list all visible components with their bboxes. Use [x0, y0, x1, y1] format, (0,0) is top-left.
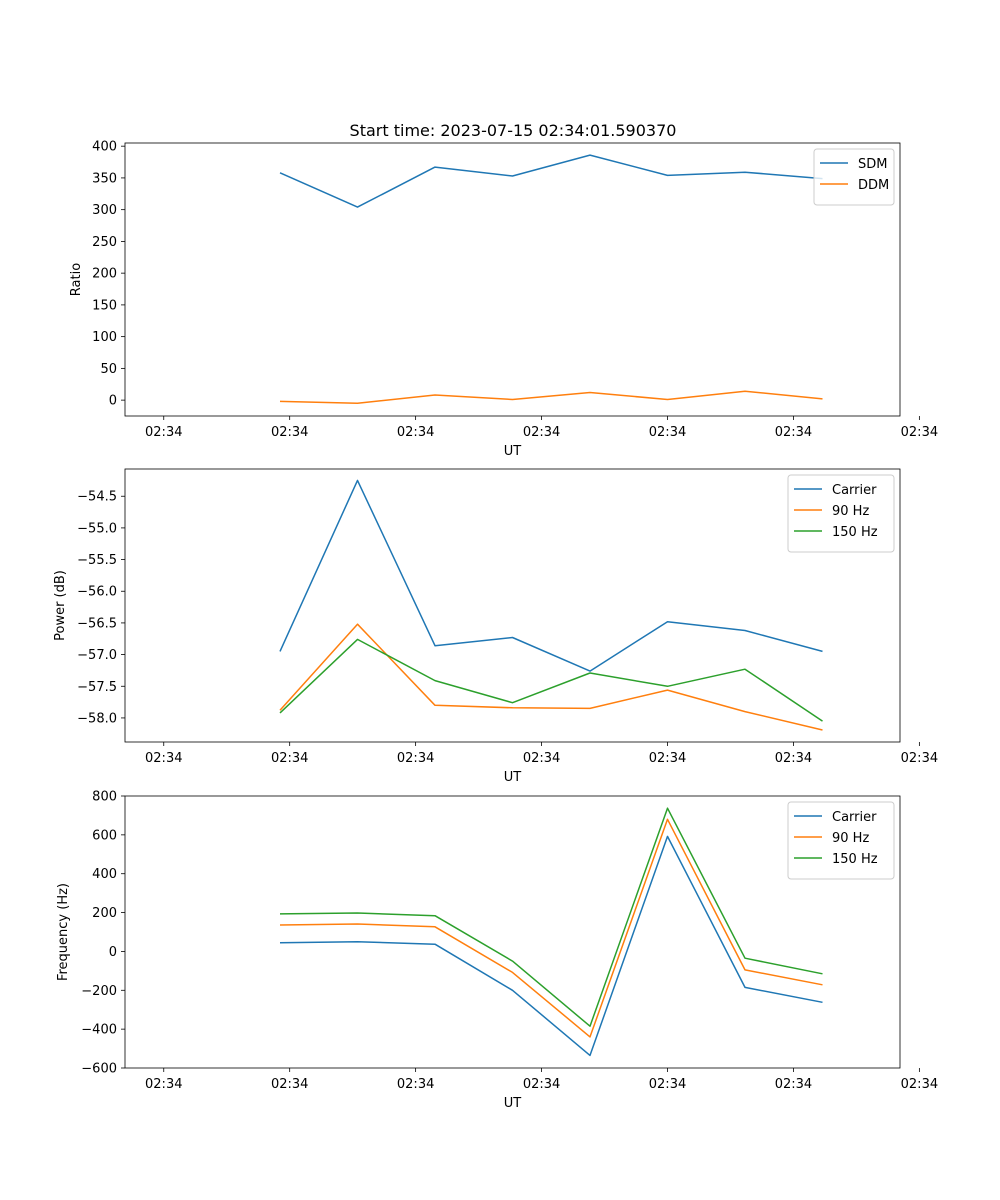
ratio-y-tick-label: 100: [92, 330, 117, 345]
power-series-line-carrier: [279, 479, 823, 672]
frequency-x-tick-label: 02:34: [271, 1077, 308, 1092]
frequency-axes-frame: [124, 795, 901, 1069]
frequency-y-tick-label: 600: [92, 828, 117, 843]
ratio-x-tick-label: 02:34: [523, 425, 560, 440]
power-x-tick-label: 02:34: [523, 751, 560, 766]
frequency-panel: 02:34 02:34 02:34 02:34 02:34 02:34 02:34 800 60…: [56, 790, 938, 1112]
power-x-tick-label: 02:34: [901, 751, 938, 766]
frequency-legend-label-carrier: Carrier: [832, 810, 877, 825]
ratio-series-line-ddm: [279, 390, 823, 405]
ratio-legend-label-ddm: DDM: [858, 178, 889, 193]
frequency-y-tick-label: 400: [92, 867, 117, 882]
power-panel: 02:34 02:34 02:34 02:34 02:34 02:34 02:34 −54.5…: [53, 468, 938, 785]
power-y-tick-label: −55.5: [77, 553, 117, 568]
frequency-series-line-90-hz: [279, 818, 823, 1038]
frequency-x-tick-label: 02:34: [901, 1077, 938, 1092]
frequency-y-tick-label: −200: [81, 984, 117, 999]
ratio-y-tick-label: 350: [92, 171, 117, 186]
power-x-tick-label: 02:34: [145, 751, 182, 766]
ratio-axes-frame: [124, 142, 901, 417]
ratio-x-tick-label: 02:34: [397, 425, 434, 440]
frequency-x-tick-label: 02:34: [775, 1077, 812, 1092]
power-legend-label-150-hz: 150 Hz: [832, 525, 878, 540]
ratio-x-tick-label: 02:34: [901, 425, 938, 440]
ratio-series-line-sdm: [279, 154, 823, 208]
ratio-x-tick-label: 02:34: [649, 425, 686, 440]
ratio-y-tick-label: 150: [92, 298, 117, 313]
power-y-tick-label: −54.5: [77, 490, 117, 505]
ratio-y-axis-label: Ratio: [69, 263, 84, 296]
power-axes-frame: [124, 468, 901, 743]
power-x-tick-label: 02:34: [397, 751, 434, 766]
power-y-tick-label: −58.0: [77, 711, 117, 726]
ratio-x-tick-label: 02:34: [775, 425, 812, 440]
power-y-tick-label: −55.0: [77, 521, 117, 536]
frequency-x-tick-label: 02:34: [145, 1077, 182, 1092]
frequency-y-tick-label: −400: [81, 1023, 117, 1038]
power-y-axis-label: Power (dB): [53, 570, 68, 641]
ratio-y-tick-label: 0: [109, 394, 117, 409]
power-y-tick-label: −57.0: [77, 648, 117, 663]
ratio-y-tick-label: 250: [92, 235, 117, 250]
power-y-tick-label: −56.0: [77, 585, 117, 600]
frequency-y-tick-label: −600: [81, 1062, 117, 1077]
power-x-tick-label: 02:34: [271, 751, 308, 766]
power-x-tick-label: 02:34: [775, 751, 812, 766]
frequency-legend-label-150-hz: 150 Hz: [832, 852, 878, 867]
frequency-legend-box: [787, 801, 895, 880]
ratio-x-tick-label: 02:34: [145, 425, 182, 440]
ratio-legend-label-sdm: SDM: [858, 157, 887, 172]
frequency-x-tick-label: 02:34: [649, 1077, 686, 1092]
frequency-x-axis-label: UT: [504, 1096, 522, 1111]
power-legend-box: [787, 474, 895, 553]
ratio-panel: 02:34 02:34 02:34 02:34 02:34 02:34 02:34 0 50 10…: [69, 140, 938, 459]
power-y-tick-label: −56.5: [77, 616, 117, 631]
frequency-x-tick-label: 02:34: [523, 1077, 560, 1092]
frequency-legend-label-90-hz: 90 Hz: [832, 831, 869, 846]
ratio-y-tick-label: 200: [92, 267, 117, 282]
frequency-y-tick-label: 200: [92, 906, 117, 921]
power-legend-label-carrier: Carrier: [832, 483, 877, 498]
frequency-y-tick-label: 800: [92, 790, 117, 805]
ratio-x-tick-label: 02:34: [271, 425, 308, 440]
ratio-x-axis-label: UT: [504, 444, 522, 459]
power-y-tick-label: −57.5: [77, 680, 117, 695]
power-x-tick-label: 02:34: [649, 751, 686, 766]
power-x-axis-label: UT: [504, 770, 522, 785]
frequency-y-axis-label: Frequency (Hz): [56, 883, 71, 981]
ratio-y-tick-label: 300: [92, 203, 117, 218]
ratio-y-tick-label: 50: [100, 362, 117, 377]
power-series-line-150-hz: [279, 638, 823, 722]
power-legend-label-90-hz: 90 Hz: [832, 504, 869, 519]
chart-title: Start time: 2023-07-15 02:34:01.590370: [350, 121, 677, 140]
frequency-series-line-150-hz: [279, 807, 823, 1027]
frequency-series-line-carrier: [279, 835, 823, 1057]
frequency-y-tick-label: 0: [109, 945, 117, 960]
frequency-x-tick-label: 02:34: [397, 1077, 434, 1092]
power-series-line-90-hz: [279, 623, 823, 731]
ratio-y-tick-label: 400: [92, 140, 117, 155]
